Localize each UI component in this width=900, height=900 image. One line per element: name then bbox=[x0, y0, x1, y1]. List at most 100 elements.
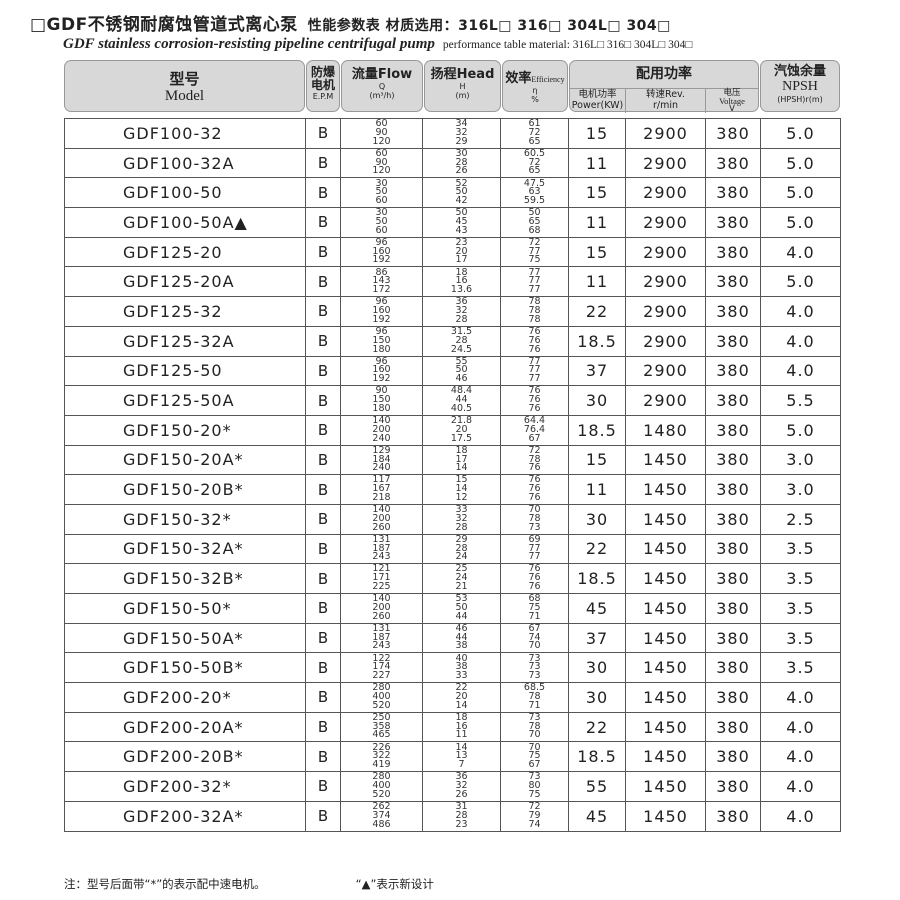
eff-value: 68 bbox=[528, 593, 541, 605]
head-value: 28 bbox=[455, 542, 468, 554]
flow-value: 121 bbox=[372, 563, 391, 575]
flow-value: 30 bbox=[375, 207, 388, 219]
flow-value: 240 bbox=[372, 462, 391, 474]
header-power: 电机功率 Power(KW) bbox=[570, 89, 626, 113]
head-value: 44 bbox=[455, 610, 468, 622]
head-value: 14 bbox=[455, 741, 468, 753]
voltage-cell: 380 bbox=[705, 741, 761, 773]
head-value: 52 bbox=[455, 177, 468, 189]
footer-notes: 注：型号后面带“*”的表示配中速电机。 “▲”表示新设计 bbox=[64, 876, 434, 892]
head-value: 50 bbox=[455, 364, 468, 376]
header-rev-unit: r/min bbox=[652, 100, 679, 111]
eff-value: 77 bbox=[528, 266, 541, 278]
head-cell: 36 32 26 bbox=[422, 771, 501, 802]
head-value: 29 bbox=[455, 533, 468, 545]
eff-cell: 60.5 72 65 bbox=[500, 147, 569, 179]
voltage-cell: 380 bbox=[705, 236, 761, 268]
eff-value: 77 bbox=[528, 284, 541, 296]
epm-cell: B bbox=[305, 385, 341, 416]
flow-value: 167 bbox=[372, 483, 391, 495]
head-value: 20 bbox=[455, 245, 468, 257]
header-rev: 转速Rev. r/min bbox=[626, 89, 706, 113]
flow-value: 184 bbox=[372, 453, 391, 465]
head-value: 26 bbox=[455, 165, 468, 177]
eff-value: 76 bbox=[528, 581, 541, 593]
header-power-en: Power(KW) bbox=[571, 100, 624, 111]
eff-value: 65 bbox=[528, 135, 541, 147]
head-cell: 55 50 46 bbox=[422, 355, 501, 387]
head-value: 21 bbox=[455, 581, 468, 593]
flow-value: 96 bbox=[375, 325, 388, 337]
eff-cell: 61 72 65 bbox=[500, 118, 569, 149]
voltage-cell: 380 bbox=[705, 414, 761, 446]
table-row: GDF150-32A* B 131 187 243 29 28 24 69 77 77 22 1450 3… bbox=[64, 533, 841, 565]
flow-value: 90 bbox=[375, 385, 388, 397]
flow-cell: 30 50 60 bbox=[340, 207, 423, 238]
eff-value: 73 bbox=[528, 661, 541, 673]
table-row: GDF150-32B* B 121 171 225 25 24 21 76 76 76 18.5 145… bbox=[64, 563, 841, 594]
eff-cell: 76 76 76 bbox=[500, 474, 569, 505]
rev-cell: 1450 bbox=[625, 711, 706, 743]
flow-cell: 96 160 192 bbox=[340, 296, 423, 327]
rev-cell: 1450 bbox=[625, 800, 706, 832]
head-cell: 14 13 7 bbox=[422, 741, 501, 773]
flow-cell: 86 143 172 bbox=[340, 266, 423, 298]
eff-cell: 68 75 71 bbox=[500, 593, 569, 624]
header-head-unit: (m) bbox=[455, 91, 470, 100]
header-head-label: 扬程Head bbox=[430, 67, 495, 82]
rev-cell: 2900 bbox=[625, 207, 706, 238]
eff-value: 71 bbox=[528, 610, 541, 622]
head-value: 14 bbox=[455, 483, 468, 495]
eff-value: 47.5 bbox=[523, 177, 546, 189]
flow-cell: 30 50 60 bbox=[340, 177, 423, 209]
head-cell: 34 32 29 bbox=[422, 118, 501, 149]
flow-value: 250 bbox=[372, 711, 391, 723]
table-row: GDF150-50B* B 122 174 227 40 38 33 73 73 73 30 1450 3… bbox=[64, 652, 841, 684]
voltage-cell: 380 bbox=[705, 593, 761, 624]
eff-value: 78 bbox=[528, 296, 541, 308]
head-value: 55 bbox=[455, 355, 468, 367]
eff-value: 64.4 bbox=[523, 415, 546, 427]
flow-cell: 60 90 120 bbox=[340, 147, 423, 179]
head-value: 50 bbox=[455, 186, 468, 198]
head-cell: 31 28 23 bbox=[422, 800, 501, 832]
head-value: 38 bbox=[455, 640, 468, 652]
power-cell: 45 bbox=[568, 593, 626, 624]
head-value: 23 bbox=[455, 818, 468, 830]
flow-value: 358 bbox=[372, 720, 391, 732]
flow-value: 520 bbox=[372, 699, 391, 711]
epm-cell: B bbox=[305, 236, 341, 268]
npsh-cell: 4.0 bbox=[760, 771, 841, 802]
eff-value: 77 bbox=[528, 373, 541, 385]
flow-cell: 117 167 218 bbox=[340, 474, 423, 505]
head-cell: 23 20 17 bbox=[422, 236, 501, 268]
eff-value: 68.5 bbox=[523, 682, 546, 694]
table-row: GDF150-50* B 140 200 260 53 50 44 68 75 71 45 1450 38… bbox=[64, 593, 841, 624]
model-cell: GDF100-50 bbox=[64, 177, 306, 209]
voltage-cell: 380 bbox=[705, 682, 761, 713]
npsh-cell: 4.0 bbox=[760, 325, 841, 357]
power-cell: 22 bbox=[568, 533, 626, 565]
flow-value: 172 bbox=[372, 284, 391, 296]
flow-cell: 96 160 192 bbox=[340, 355, 423, 387]
rev-cell: 1450 bbox=[625, 444, 706, 476]
flow-value: 120 bbox=[372, 135, 391, 147]
voltage-cell: 380 bbox=[705, 325, 761, 357]
head-value: 18 bbox=[455, 711, 468, 723]
flow-value: 122 bbox=[372, 652, 391, 664]
table-row: GDF200-20B* B 226 322 419 14 13 7 70 75 67 18.5 1450… bbox=[64, 741, 841, 773]
voltage-cell: 380 bbox=[705, 503, 761, 535]
eff-value: 76 bbox=[528, 325, 541, 337]
table-row: GDF200-32* B 280 400 520 36 32 26 73 80 75 55 1450 38… bbox=[64, 771, 841, 802]
eff-value: 73 bbox=[528, 771, 541, 783]
npsh-cell: 5.0 bbox=[760, 207, 841, 238]
epm-cell: B bbox=[305, 414, 341, 446]
eff-cell: 77 77 77 bbox=[500, 355, 569, 387]
rev-cell: 2900 bbox=[625, 147, 706, 179]
flow-value: 180 bbox=[372, 402, 391, 414]
head-value: 32 bbox=[455, 126, 468, 138]
header-head: 扬程Head H (m) bbox=[424, 60, 501, 112]
flow-value: 520 bbox=[372, 788, 391, 800]
voltage-cell: 380 bbox=[705, 118, 761, 149]
eff-value: 72 bbox=[528, 236, 541, 248]
